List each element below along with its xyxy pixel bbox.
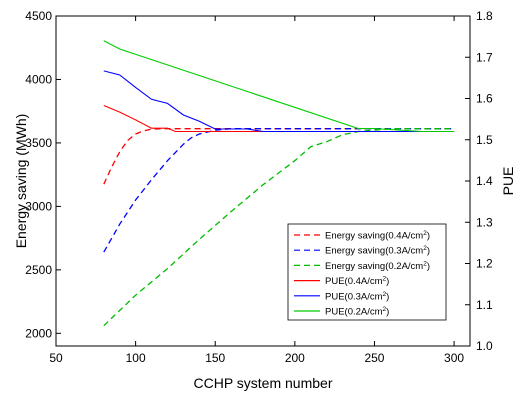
legend-label-tail: ) xyxy=(386,307,389,318)
legend-label-main: PUE(0.4A/cm xyxy=(325,276,383,287)
y-left-tick-label: 2000 xyxy=(25,326,52,340)
y-left-tick-label: 2500 xyxy=(25,263,52,277)
legend-label-sup: 2 xyxy=(423,260,427,267)
legend-label-6: PUE(0.2A/cm2) xyxy=(325,306,389,318)
x-tick-label: 150 xyxy=(205,351,225,365)
legend-label-sup: 2 xyxy=(383,276,387,283)
y-right-tick-label: 1.3 xyxy=(476,215,493,229)
x-tick-label: 250 xyxy=(364,351,384,365)
y-axis-left: 2000 2500 3000 3500 4000 4500 xyxy=(25,9,61,340)
series-line-2 xyxy=(103,128,455,253)
x-tick-label: 300 xyxy=(444,351,464,365)
legend-label-5: PUE(0.3A/cm2) xyxy=(325,291,389,303)
legend-label-sup: 2 xyxy=(423,230,427,237)
y-left-tick-label: 3000 xyxy=(25,199,52,213)
x-tick-label: 200 xyxy=(285,351,305,365)
legend-label-main: Energy saving(0.3A/cm xyxy=(325,246,423,257)
legend-label-sup: 2 xyxy=(383,306,387,313)
y-axis-right-label: PUE xyxy=(500,167,516,196)
legend-label-tail: ) xyxy=(427,231,430,242)
legend-label-sup: 2 xyxy=(423,245,427,252)
legend-label-tail: ) xyxy=(386,291,389,302)
x-tick-label: 100 xyxy=(126,351,146,365)
legend-label-4: PUE(0.4A/cm2) xyxy=(325,276,389,288)
y-right-tick-label: 1.5 xyxy=(476,133,493,147)
x-tick-label: 50 xyxy=(49,351,63,365)
x-axis-label: CCHP system number xyxy=(193,375,332,391)
y-right-tick-label: 1.6 xyxy=(476,92,493,106)
legend-label-sup: 2 xyxy=(383,291,387,298)
legend-label-tail: ) xyxy=(386,276,389,287)
y-axis-left-label: Energy saving (MWh) xyxy=(13,114,29,249)
legend-label-2: Energy saving(0.3A/cm2) xyxy=(325,245,430,257)
y-right-tick-label: 1.2 xyxy=(476,257,493,271)
legend-label-main: Energy saving(0.4A/cm xyxy=(325,231,423,242)
x-axis: 50 100 150 200 250 300 xyxy=(49,16,464,365)
series-line-6 xyxy=(103,40,455,133)
legend: Energy saving(0.4A/cm2)Energy saving(0.3… xyxy=(287,223,447,321)
y-right-tick-label: 1.4 xyxy=(476,174,493,188)
series-layer xyxy=(103,40,455,327)
legend-label-3: Energy saving(0.2A/cm2) xyxy=(325,260,430,272)
series-line-1 xyxy=(103,128,455,185)
y-left-tick-label: 4000 xyxy=(25,72,52,86)
series-line-5 xyxy=(103,70,455,133)
y-axis-right: 1.0 1.1 1.2 1.3 1.4 1.5 1.6 1.7 1.8 xyxy=(465,9,493,353)
legend-label-main: Energy saving(0.2A/cm xyxy=(325,261,423,272)
y-right-tick-label: 1.8 xyxy=(476,9,493,23)
legend-label-main: PUE(0.3A/cm xyxy=(325,291,383,302)
y-right-tick-label: 1.0 xyxy=(476,339,493,353)
legend-box xyxy=(287,223,447,321)
legend-label-tail: ) xyxy=(427,261,430,272)
legend-label-1: Energy saving(0.4A/cm2) xyxy=(325,230,430,242)
y-right-tick-label: 1.1 xyxy=(476,298,493,312)
legend-label-tail: ) xyxy=(427,246,430,257)
legend-label-main: PUE(0.2A/cm xyxy=(325,307,383,318)
y-left-tick-label: 4500 xyxy=(25,9,52,23)
series-line-4 xyxy=(103,104,455,133)
y-right-tick-label: 1.7 xyxy=(476,50,493,64)
y-left-tick-label: 3500 xyxy=(25,136,52,150)
